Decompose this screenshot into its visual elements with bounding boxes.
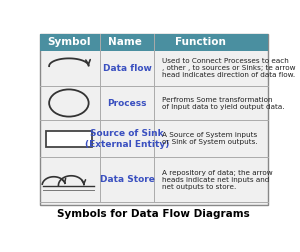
Text: Data Store: Data Store <box>100 175 154 184</box>
Text: Used to Connect Processes to each
, other , to sources or Sinks; te arrow
head i: Used to Connect Processes to each , othe… <box>162 58 296 78</box>
Text: A Source of System inputs
or Sink of System outputs.: A Source of System inputs or Sink of Sys… <box>162 132 257 145</box>
Text: Name: Name <box>108 37 142 47</box>
Bar <box>46 131 92 147</box>
Text: Data flow: Data flow <box>103 64 152 73</box>
Text: Symbol: Symbol <box>47 37 91 47</box>
Text: Function: Function <box>175 37 226 47</box>
Text: A repository of data; the arrow
heads indicate net inputs and
net outputs to sto: A repository of data; the arrow heads in… <box>162 170 272 190</box>
Text: Symbols for Data Flow Diagrams: Symbols for Data Flow Diagrams <box>57 209 250 218</box>
Text: Process: Process <box>107 99 147 108</box>
Bar <box>40 34 268 51</box>
Text: Source of Sink
(External Entity): Source of Sink (External Entity) <box>85 129 169 149</box>
Text: Perfroms Some transformation
of Input data to yield output data.: Perfroms Some transformation of Input da… <box>162 97 284 110</box>
Bar <box>40 34 268 205</box>
